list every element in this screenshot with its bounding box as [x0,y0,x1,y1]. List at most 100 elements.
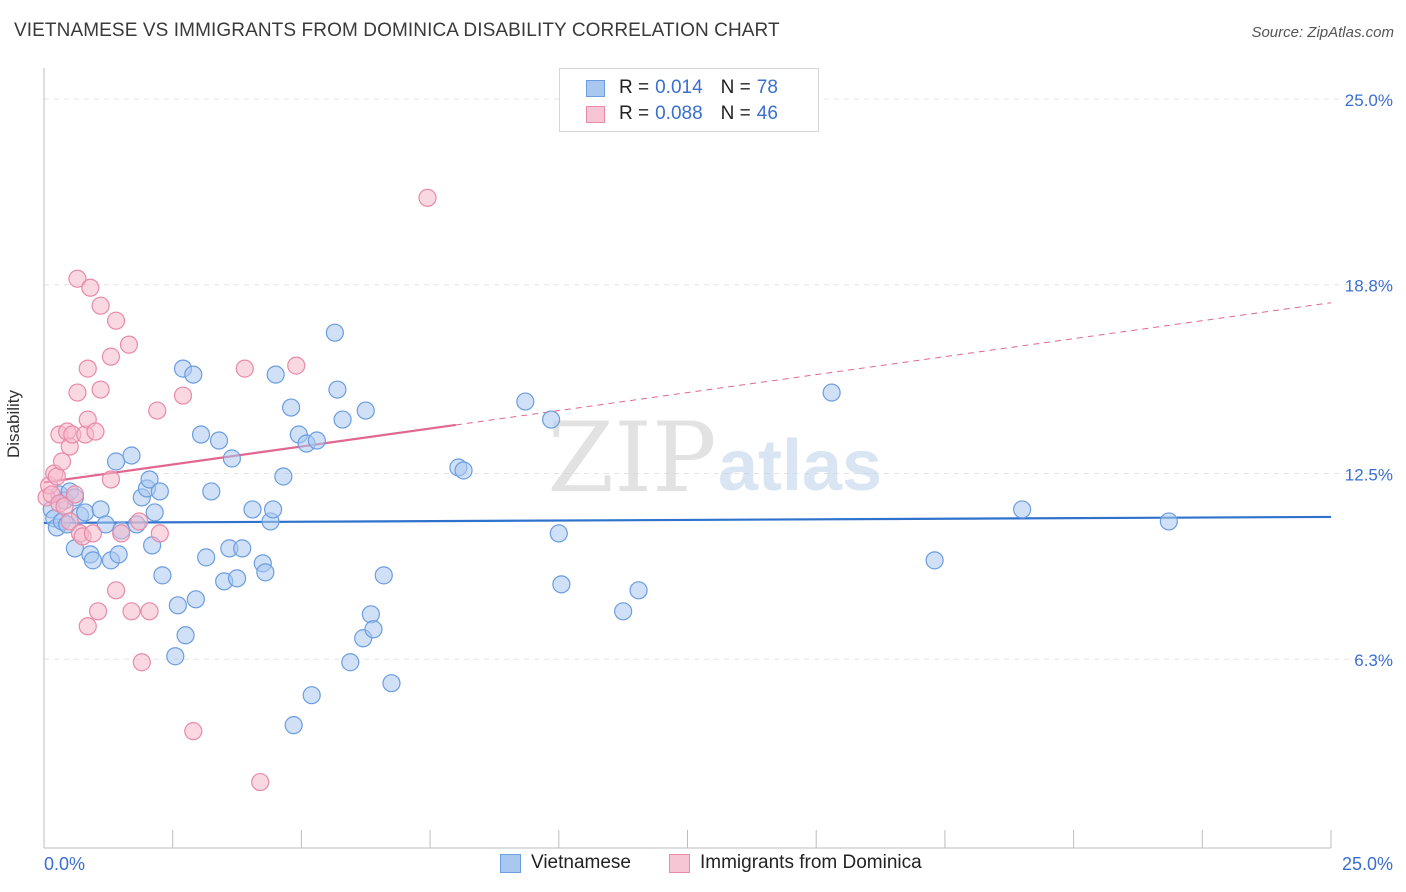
point-vietnamese [106,452,126,471]
point-vietnamese [822,383,841,402]
point-dominica [86,422,105,441]
legend-swatch-pink [586,105,605,123]
point-dominica [119,335,139,354]
point-vietnamese [328,380,347,399]
legend-row-dominica: R = 0.088 N = 46 [586,103,778,125]
point-dominica [106,581,126,600]
point-vietnamese [96,515,115,534]
point-vietnamese [356,401,375,420]
point-vietnamese [197,548,216,567]
watermark-atlas: atlas [718,426,882,506]
x-tick-label-min: 0.0% [44,854,85,874]
legend-r-label: R = [619,77,650,98]
legend-swatch-blue [586,79,605,97]
legend-item-dominica[interactable]: Immigrants from Dominica [669,852,922,874]
point-vietnamese [374,566,393,585]
point-dominica [101,470,121,489]
point-vietnamese [1159,512,1178,531]
point-vietnamese [307,431,326,450]
y-tick-label: 25.0% [1345,91,1393,110]
legend-swatch-pink [669,853,690,873]
point-vietnamese [325,323,344,342]
watermark: ZIP atlas [547,402,882,514]
point-vietnamese [150,482,169,501]
point-vietnamese [382,674,401,693]
point-vietnamese [209,431,229,450]
legend-r-label: R = [619,103,650,124]
point-vietnamese [266,365,285,384]
source-credit: Source: ZipAtlas.com [1251,24,1394,41]
point-vietnamese [145,503,164,522]
point-vietnamese [191,425,211,444]
point-dominica [173,386,193,405]
point-vietnamese [274,467,293,486]
legend-r-value: 0.014 [655,77,703,98]
legend-item-vietnamese[interactable]: Vietnamese [500,852,631,874]
point-dominica [52,452,72,471]
x-tick-label-max: 25.0% [1342,854,1393,874]
point-vietnamese [76,503,95,522]
point-dominica [251,772,270,792]
point-dominica [68,383,87,402]
legend-r-value: 0.088 [655,103,703,124]
point-vietnamese [361,605,380,624]
point-vietnamese [549,524,568,543]
point-dominica [184,722,203,741]
point-vietnamese [541,410,561,429]
legend-n-label: N = [720,77,751,98]
chart-title: VIETNAMESE VS IMMIGRANTS FROM DOMINICA D… [14,20,780,41]
point-vietnamese [202,482,221,501]
point-dominica [132,653,151,672]
point-vietnamese [184,365,203,384]
point-vietnamese [186,590,205,609]
point-vietnamese [140,470,159,489]
point-dominica [83,524,103,543]
point-dominica [122,602,141,621]
point-vietnamese [168,596,187,615]
point-vietnamese [222,449,242,468]
point-dominica [106,311,126,330]
point-vietnamese [166,647,185,666]
point-vietnamese [153,566,172,585]
point-dominica [418,188,437,207]
point-vietnamese [243,500,262,519]
y-tick-label: 18.8% [1345,277,1393,296]
point-vietnamese [83,551,103,570]
point-dominica [78,617,97,636]
point-vietnamese [614,602,633,621]
axes [43,68,1332,849]
point-dominica [112,524,131,543]
point-vietnamese [454,461,473,480]
point-vietnamese [233,539,252,558]
series-legend: Vietnamese Immigrants from Dominica [0,852,1406,876]
point-vietnamese [925,551,944,570]
correlation-legend: R = 0.014 N = 78 R = 0.088 N = 46 [559,68,819,132]
point-dominica [140,602,159,621]
y-tick-label: 6.3% [1354,651,1393,670]
point-vietnamese [333,410,352,429]
y-tick-label: 12.5% [1345,465,1393,484]
point-dominica [101,347,121,366]
point-dominica [60,512,79,531]
legend-n-value: 46 [756,103,778,124]
point-vietnamese [227,569,247,588]
point-dominica [78,359,97,378]
point-vietnamese [263,500,283,519]
point-dominica [130,512,149,531]
point-vietnamese [552,575,571,594]
point-vietnamese [109,545,128,564]
point-vietnamese [282,398,301,417]
point-dominica [235,359,254,378]
trendline-dominica-extension [455,302,1332,426]
tick-labels: 6.3% 12.5% 18.8% 25.0% 0.0% 25.0% [44,91,1393,874]
point-vietnamese [629,581,648,600]
legend-label-vietnamese: Vietnamese [531,852,631,873]
point-dominica [287,356,306,375]
legend-label-dominica: Immigrants from Dominica [700,852,922,873]
gridlines [44,98,1395,660]
point-vietnamese [1013,500,1032,519]
watermark-zip: ZIP [547,402,716,514]
point-vietnamese [364,620,383,639]
legend-n-label: N = [720,103,751,124]
